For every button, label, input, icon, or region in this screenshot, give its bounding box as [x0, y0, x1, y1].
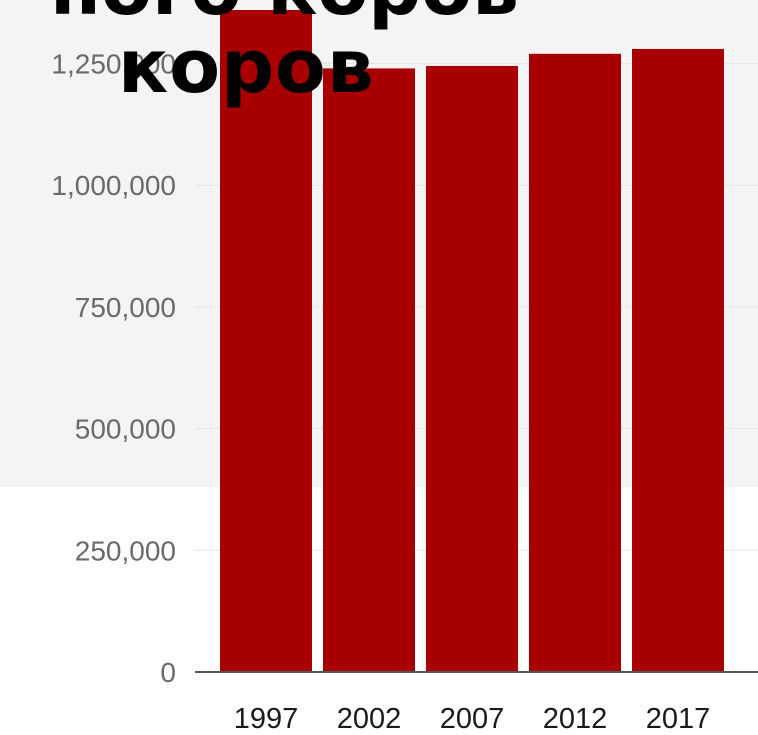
bar: [323, 68, 415, 673]
y-tick-label: 1,000,000: [51, 170, 176, 201]
y-tick-label: 500,000: [75, 414, 176, 445]
x-tick-label: 1997: [234, 703, 299, 735]
x-tick-label: 2017: [646, 703, 711, 735]
bar: [529, 53, 621, 672]
bar: [426, 65, 518, 672]
bar: [632, 48, 724, 673]
chart-title-clipped: пого коров: [50, 0, 519, 26]
y-tick-label: 250,000: [75, 535, 176, 566]
x-tick-label: 2007: [440, 703, 505, 735]
x-tick-label: 2012: [543, 703, 608, 735]
y-tick-label: 750,000: [75, 292, 176, 323]
y-tick-label: 0: [160, 657, 176, 688]
chart-title: коров: [118, 24, 375, 110]
x-tick-label: 2002: [337, 703, 402, 735]
y-tick-label: 1,250,000: [51, 49, 176, 80]
bars: [220, 10, 724, 673]
tick-labels: 0 250,000 500,000 750,000 1,000,000 1,250,000…: [51, 49, 710, 735]
bar: [220, 10, 312, 672]
